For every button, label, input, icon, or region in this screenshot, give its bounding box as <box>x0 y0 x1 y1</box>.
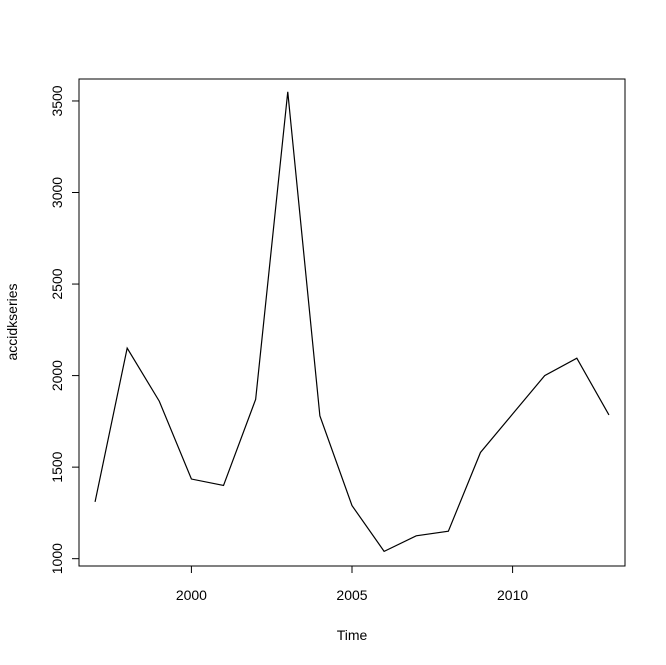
x-axis: 2000 2005 2010 <box>176 565 528 603</box>
y-tick-label: 2000 <box>49 360 65 391</box>
x-axis-title: Time <box>337 627 368 643</box>
y-tick-label: 3500 <box>49 85 65 116</box>
x-tick-label: 2000 <box>176 587 207 603</box>
y-tick-label: 1000 <box>49 543 65 574</box>
y-tick-label: 2500 <box>49 268 65 299</box>
y-tick-label: 1500 <box>49 451 65 482</box>
plot-box <box>78 78 626 567</box>
y-axis: 1000 1500 2000 2500 3000 3500 <box>49 85 80 574</box>
x-tick-label: 2005 <box>336 587 367 603</box>
series-group <box>94 91 610 553</box>
series-line <box>94 91 610 553</box>
x-tick-label: 2010 <box>497 587 528 603</box>
y-tick-label: 3000 <box>49 177 65 208</box>
y-axis-title: accidkseries <box>4 283 20 360</box>
